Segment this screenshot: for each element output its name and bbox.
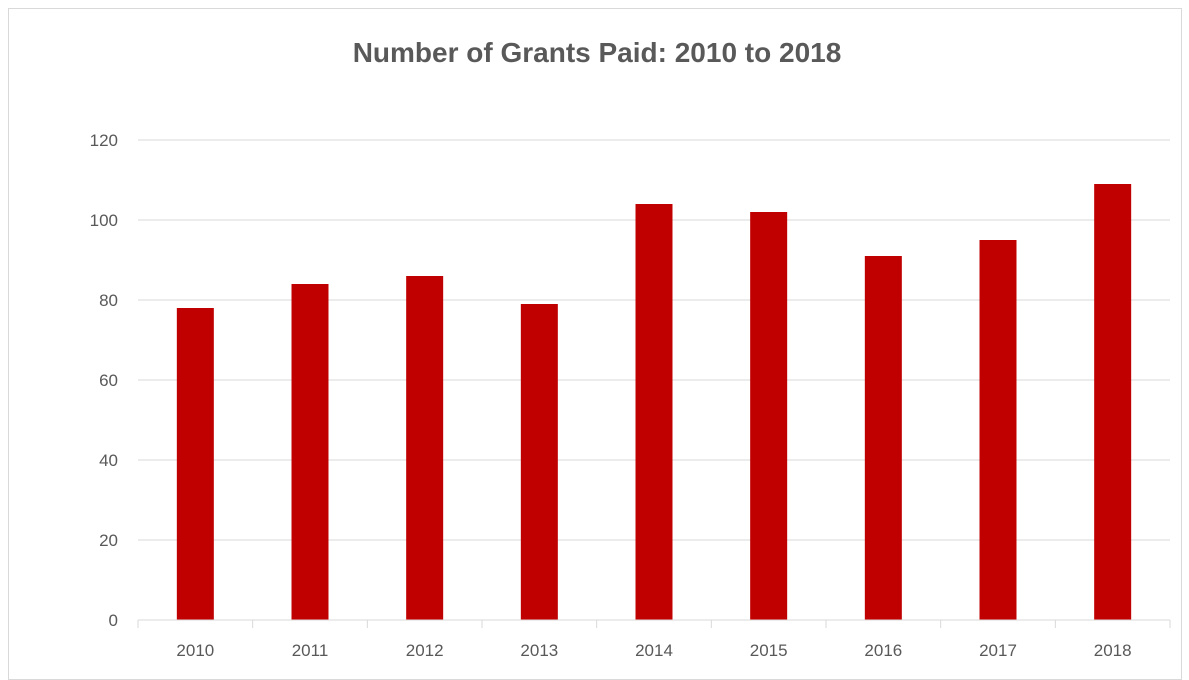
bar-2017 [979, 240, 1017, 620]
x-tick-label: 2013 [520, 641, 558, 660]
bar-2014 [635, 204, 673, 620]
x-tick-label: 2010 [176, 641, 214, 660]
bar-2018 [1094, 184, 1132, 620]
x-tick-label: 2017 [979, 641, 1017, 660]
x-tick-label: 2018 [1094, 641, 1132, 660]
bar-2016 [864, 256, 902, 620]
x-tick-label: 2012 [406, 641, 444, 660]
bar-2010 [176, 308, 214, 620]
y-tick-label: 80 [99, 291, 118, 310]
x-tick-label: 2011 [292, 641, 329, 660]
bar-2011 [291, 284, 329, 620]
y-tick-label: 40 [99, 451, 118, 470]
x-axis-ticks: 2010 2011 2012 2013 2014 2015 2016 2017 2018 [176, 641, 1131, 660]
y-tick-label: 100 [90, 211, 118, 230]
bar-2013 [520, 304, 558, 620]
bar-2012 [406, 276, 444, 620]
y-tick-label: 0 [109, 611, 118, 630]
x-tick-label: 2014 [635, 641, 673, 660]
y-axis-ticks: 0 20 40 60 80 100 120 [90, 131, 118, 630]
y-tick-label: 120 [90, 131, 118, 150]
x-axis [137, 619, 1171, 628]
bar-2015 [750, 212, 788, 620]
y-tick-label: 20 [99, 531, 118, 550]
y-tick-label: 60 [99, 371, 118, 390]
x-tick-label: 2016 [864, 641, 902, 660]
x-tick-label: 2015 [750, 641, 788, 660]
chart-title: Number of Grants Paid: 2010 to 2018 [353, 37, 842, 68]
bars [176, 184, 1132, 620]
